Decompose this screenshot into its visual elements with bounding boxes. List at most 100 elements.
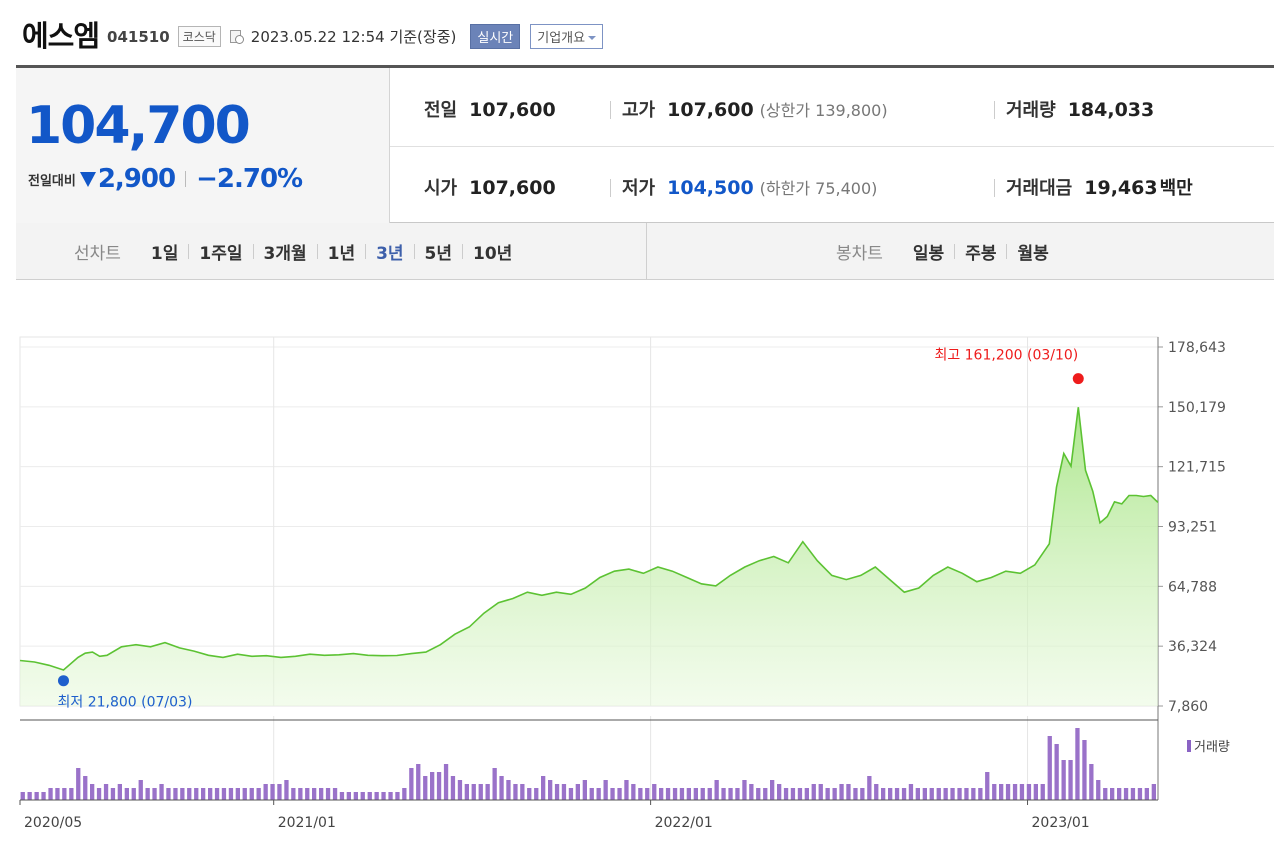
volume-bar [777, 784, 782, 800]
volume-bar [277, 784, 282, 800]
divider [413, 244, 415, 259]
tab-candle-period-2[interactable]: 월봉 [1017, 244, 1049, 264]
volume-bar [388, 792, 393, 800]
volume-bar [478, 784, 483, 800]
tab-line-period-3[interactable]: 1년 [327, 244, 356, 264]
volume-bar [1103, 788, 1108, 800]
x-tick-label: 2022/01 [655, 815, 713, 831]
volume-bar [1054, 744, 1059, 800]
volume-bar [1068, 760, 1073, 800]
volume-bar [166, 788, 171, 800]
volume-bar [409, 768, 414, 800]
volume-bar [867, 776, 872, 800]
volume-bar [825, 788, 830, 800]
tab-line-period-4[interactable]: 3년 [376, 244, 404, 264]
volume-bar [992, 784, 997, 800]
volume-bar [957, 788, 962, 800]
volume-bar [69, 788, 74, 800]
volume-bar [520, 784, 525, 800]
tab-candle-period-0[interactable]: 일봉 [912, 244, 945, 264]
volume-bar [881, 788, 886, 800]
volume-bar [353, 792, 358, 800]
volume-bar [964, 788, 969, 800]
current-price: 104,700 [26, 96, 251, 156]
volume-bar [693, 788, 698, 800]
volume-bar [665, 788, 671, 800]
candle-chart-label: 봉차트 [836, 244, 883, 264]
volume-bar [617, 788, 622, 800]
volume-bar [430, 772, 435, 800]
volume-bar [506, 780, 511, 800]
volume-bar [249, 788, 254, 800]
tab-line-period-2[interactable]: 3개월 [263, 244, 307, 264]
volume-bar [416, 764, 421, 800]
volume-bar [1110, 788, 1115, 800]
y-tick-label: 36,324 [1168, 639, 1217, 655]
volume-bar [804, 788, 809, 800]
divider [462, 244, 464, 259]
volume-bar [145, 788, 150, 800]
prev-close-cell: 전일 107,600 [424, 96, 556, 122]
volume-bar [159, 784, 164, 800]
divider [252, 244, 254, 259]
volume-bar [1123, 788, 1129, 800]
candle-chart-tabs: 봉차트 일봉 주봉 월봉 [836, 223, 1059, 280]
volume-bar [714, 780, 719, 800]
tab-line-period-5[interactable]: 5년 [424, 244, 453, 264]
volume-bar [1082, 740, 1087, 800]
volume-bar [582, 780, 587, 800]
volume-bar [152, 788, 157, 800]
tab-candle-period-1[interactable]: 주봉 [965, 244, 997, 264]
volume-bar [971, 788, 976, 800]
upper-limit: (상한가 139,800) [759, 101, 888, 120]
trade-value-cell: 거래대금 19,463 백만 [1006, 174, 1193, 200]
volume-bar [41, 792, 46, 800]
volume-bar [228, 788, 234, 800]
price-area [20, 407, 1158, 706]
tab-line-period-0[interactable]: 1일 [150, 244, 179, 264]
volume-bar [187, 788, 192, 800]
line-chart-label: 선차트 [74, 244, 121, 264]
tab-line-period-1[interactable]: 1주일 [199, 244, 243, 264]
volume-bar [423, 776, 428, 800]
price-line [19, 407, 1159, 671]
divider [610, 179, 611, 197]
low-cell: 저가 104,500 (하한가 75,400) [622, 174, 877, 200]
volume-bar [922, 788, 927, 800]
volume-bar [908, 784, 914, 800]
lower-limit: (하한가 75,400) [759, 179, 878, 198]
volume-bar [735, 788, 740, 800]
volume-bar [76, 768, 81, 800]
volume-bar [62, 788, 67, 800]
volume-bar [201, 788, 206, 800]
volume-bar [742, 780, 747, 800]
volume-bar [48, 788, 53, 800]
volume-bar [131, 788, 136, 800]
high-label: 고가 [622, 100, 656, 121]
volume-bar [999, 784, 1004, 800]
volume-bar [915, 788, 920, 800]
volume-bar [610, 788, 615, 800]
volume-bar [346, 792, 351, 800]
volume-bar [173, 788, 178, 800]
low-label: 최저 21,800 (07/03) [57, 695, 192, 711]
low-label: 저가 [622, 178, 656, 199]
volume-bar [950, 788, 955, 800]
volume-cell: 거래량 184,033 [1006, 96, 1154, 122]
x-tick-label: 2020/05 [24, 815, 82, 831]
volume-bar [319, 788, 324, 800]
x-tick-label: 2021/01 [278, 815, 336, 831]
volume-bar [235, 788, 240, 800]
tab-line-period-6[interactable]: 10년 [473, 244, 513, 264]
company-overview-dropdown[interactable]: 기업개요 [530, 23, 604, 49]
volume-bar [589, 788, 594, 800]
volume-bar [894, 788, 900, 800]
volume-bar [180, 788, 185, 800]
trade-value-value: 19,463 [1084, 177, 1158, 199]
volume-bar [548, 780, 553, 800]
current-price-panel: 104,700 전일대비 2,900 −2.70% [16, 68, 390, 223]
realtime-button[interactable]: 실시간 [470, 23, 521, 49]
divider [1006, 244, 1008, 259]
volume-bar [291, 788, 296, 800]
volume-bar [929, 788, 934, 800]
